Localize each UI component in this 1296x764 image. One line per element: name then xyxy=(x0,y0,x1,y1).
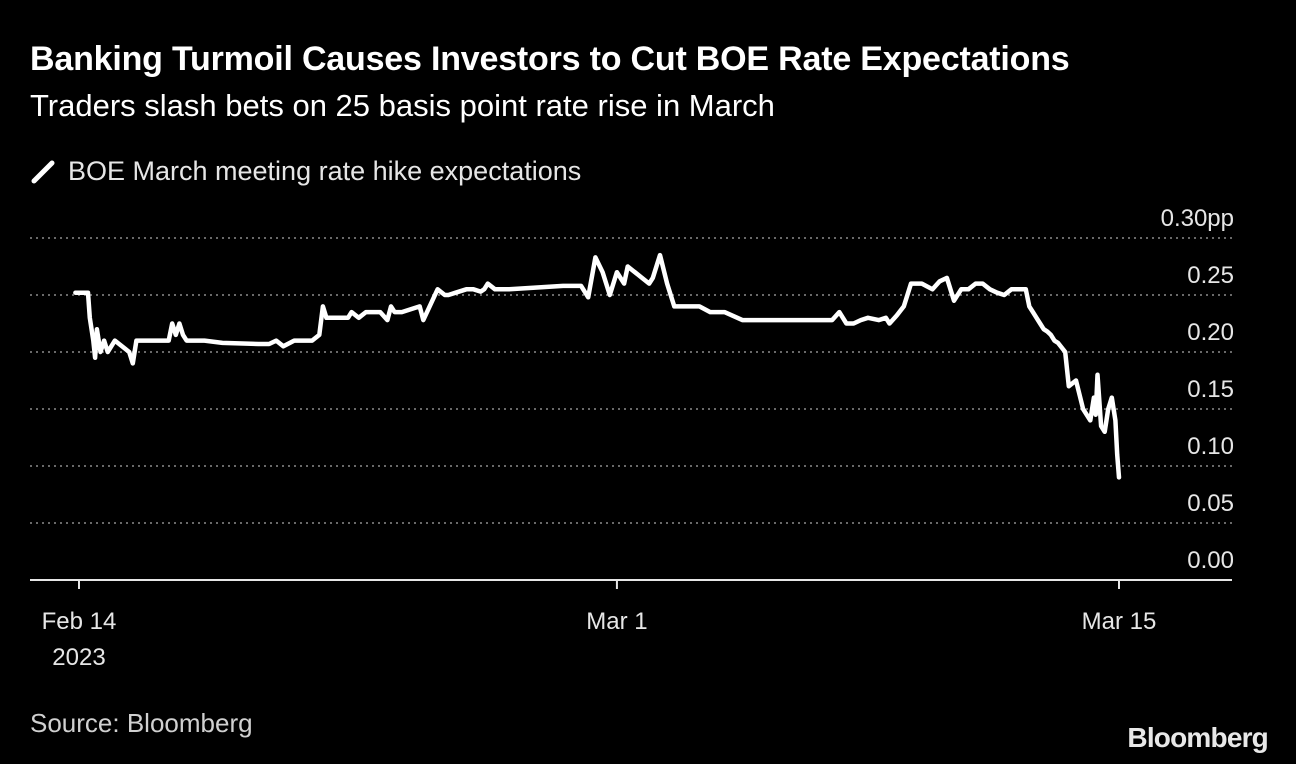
source-note: Source: Bloomberg xyxy=(30,708,253,738)
x-tick-label: Mar 15 xyxy=(1082,608,1157,635)
y-axis-labels: 0.30pp 0.25 0.20 0.15 0.10 0.05 0.00 xyxy=(1161,205,1234,574)
y-tick-label: 0.15 xyxy=(1187,376,1234,403)
y-tick-label: 0.05 xyxy=(1187,490,1234,517)
grid-lines xyxy=(30,237,1232,524)
series-line-boe-rate-hike xyxy=(73,252,1122,480)
x-tick-sublabel: 2023 xyxy=(52,644,105,671)
chart-title: Banking Turmoil Causes Investors to Cut … xyxy=(30,40,1070,78)
legend: BOE March meeting rate hike expectations xyxy=(30,156,581,187)
legend-line-icon xyxy=(31,160,55,183)
y-tick-label: 0.30pp xyxy=(1161,205,1234,232)
line-chart: 0.30pp 0.25 0.20 0.15 0.10 0.05 0.00 Feb 14 202… xyxy=(30,205,1234,671)
x-axis: Feb 14 2023 Mar 1 Mar 15 xyxy=(30,579,1232,671)
x-tick-label: Mar 1 xyxy=(586,608,647,635)
y-tick-label: 0.00 xyxy=(1187,547,1234,574)
x-tick-label: Feb 14 xyxy=(42,608,117,635)
y-tick-label: 0.20 xyxy=(1187,319,1234,346)
y-tick-label: 0.25 xyxy=(1187,262,1234,289)
chart-subtitle: Traders slash bets on 25 basis point rat… xyxy=(30,88,775,123)
bloomberg-logo: Bloomberg xyxy=(1127,722,1268,753)
legend-label: BOE March meeting rate hike expectations xyxy=(68,156,582,186)
series-group xyxy=(73,252,1122,480)
y-tick-label: 0.10 xyxy=(1187,433,1234,460)
